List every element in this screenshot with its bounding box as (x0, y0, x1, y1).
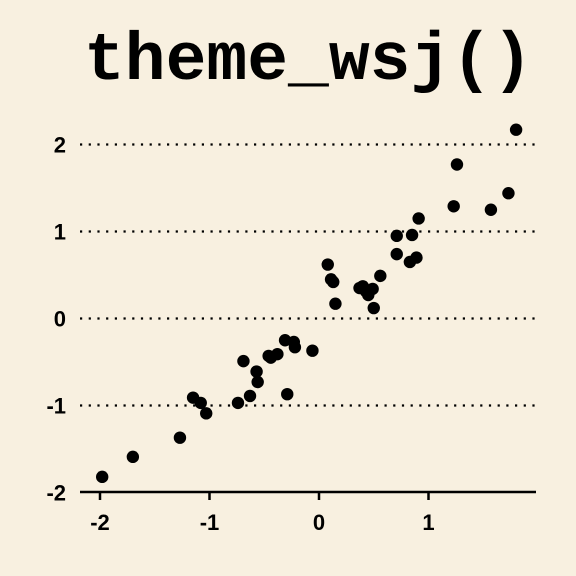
data-point-39 (484, 203, 498, 216)
x-tick-label: 1 (422, 510, 434, 535)
data-point-8 (237, 354, 250, 368)
y-tick-label: 0 (54, 307, 66, 332)
data-point-19 (306, 344, 319, 357)
data-point-31 (390, 229, 403, 243)
data-point-23 (329, 297, 342, 310)
data-point-40 (502, 187, 515, 200)
data-point-29 (367, 301, 380, 315)
data-point-28 (366, 282, 379, 296)
data-point-37 (447, 200, 460, 213)
data-point-32 (390, 247, 403, 261)
data-point-22 (327, 275, 340, 289)
y-axis-tick-labels: -2 -1 0 1 2 (46, 133, 66, 506)
data-point-34 (405, 228, 419, 242)
data-point-10 (250, 365, 263, 378)
chart-title: theme_wsj() (84, 23, 533, 100)
data-point-16 (281, 387, 294, 401)
data-point-30 (374, 269, 387, 283)
data-point-6 (200, 407, 213, 420)
y-tick-label: -1 (46, 394, 66, 419)
data-point-36 (412, 212, 425, 225)
x-tick-label: 0 (313, 510, 325, 535)
y-tick-label: -2 (46, 481, 66, 506)
data-points (95, 123, 523, 484)
data-point-7 (231, 396, 245, 410)
data-point-11 (251, 375, 264, 389)
x-tick-label: -1 (200, 510, 220, 535)
data-point-3 (173, 431, 187, 444)
data-point-18 (288, 341, 302, 354)
grid-lines (80, 143, 536, 407)
data-point-5 (194, 396, 207, 410)
data-point-20 (321, 258, 334, 271)
y-tick-label: 2 (54, 133, 66, 158)
x-tick-label: -2 (90, 510, 110, 535)
x-axis-tick-labels: -2 -1 0 1 (90, 510, 434, 535)
data-point-41 (509, 123, 523, 136)
data-point-2 (126, 450, 140, 464)
data-point-35 (410, 251, 423, 264)
data-point-1 (95, 470, 109, 484)
data-point-38 (450, 158, 464, 171)
y-tick-label: 1 (54, 220, 66, 245)
data-point-14 (271, 347, 284, 361)
x-axis (80, 490, 536, 500)
data-point-9 (243, 389, 257, 403)
